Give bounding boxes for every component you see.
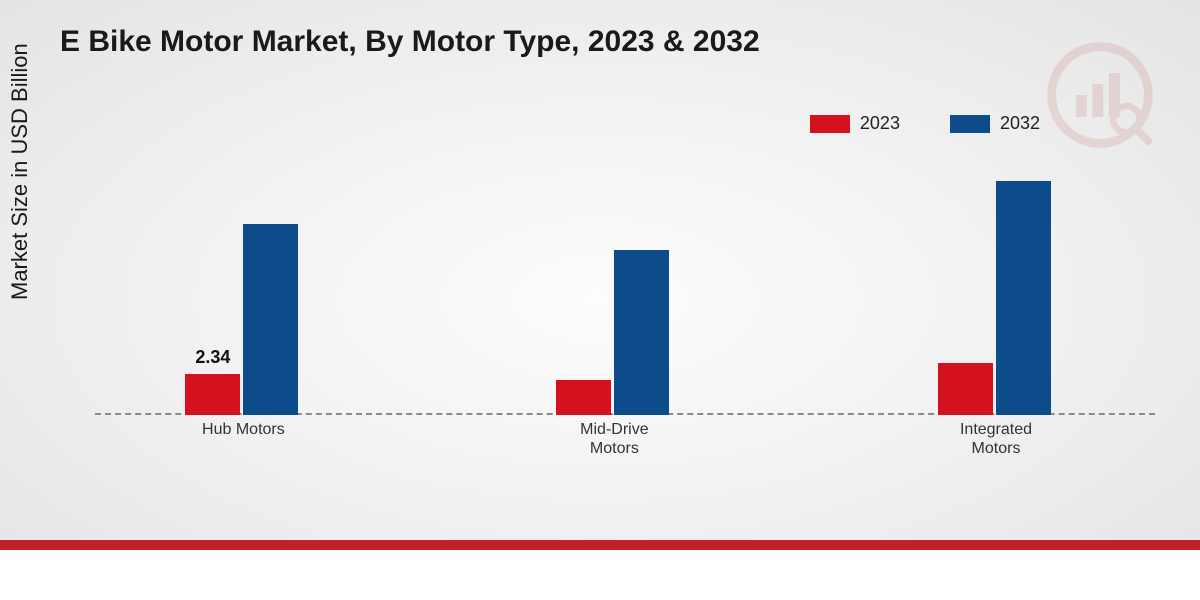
chart-canvas: E Bike Motor Market, By Motor Type, 2023… <box>0 0 1200 600</box>
legend-item-2023: 2023 <box>810 113 900 134</box>
x-label: Hub Motors <box>202 420 285 439</box>
bar-group-mid-drive <box>534 155 694 415</box>
bar-2032 <box>243 224 298 415</box>
bar-group-hub-motors: 2.34 <box>163 155 323 415</box>
x-label: Mid-Drive Motors <box>580 420 648 458</box>
legend-swatch <box>950 115 990 133</box>
legend-label: 2032 <box>1000 113 1040 134</box>
chart-title: E Bike Motor Market, By Motor Type, 2023… <box>60 25 760 59</box>
legend-swatch <box>810 115 850 133</box>
bar-2032 <box>996 181 1051 415</box>
watermark-logo <box>1045 40 1155 150</box>
plot-area: 2.34 <box>95 155 1155 415</box>
legend-item-2032: 2032 <box>950 113 1040 134</box>
bar-2032 <box>614 250 669 415</box>
y-axis-label: Market Size in USD Billion <box>7 43 33 300</box>
bar-2023 <box>185 374 240 415</box>
bar-2023 <box>938 363 993 415</box>
x-label: Integrated Motors <box>960 420 1032 458</box>
footer-bar <box>0 540 1200 600</box>
legend: 2023 2032 <box>810 113 1040 134</box>
legend-label: 2023 <box>860 113 900 134</box>
bar-group-integrated <box>916 155 1076 415</box>
x-axis-labels: Hub Motors Mid-Drive Motors Integrated M… <box>95 420 1155 470</box>
bar-value-label: 2.34 <box>195 347 230 368</box>
bar-2023 <box>556 380 611 415</box>
